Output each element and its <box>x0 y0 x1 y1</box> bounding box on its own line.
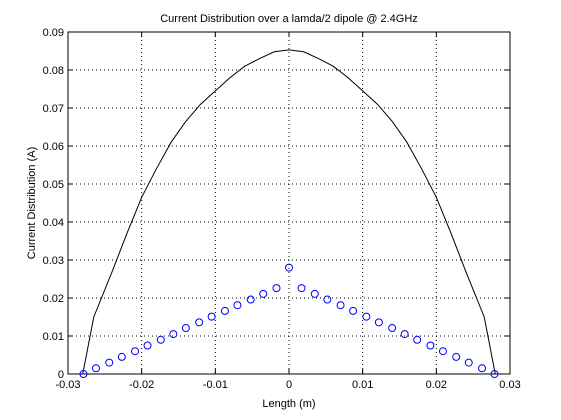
y-tick-label: 0.03 <box>43 255 64 267</box>
data-point <box>233 301 242 310</box>
x-tick-label: 0.02 <box>426 379 447 391</box>
data-point <box>490 370 499 378</box>
data-point <box>79 370 88 378</box>
plot-area <box>68 32 510 374</box>
y-tick-label: 0.04 <box>43 217 64 229</box>
x-tick-label: -0.01 <box>203 379 228 391</box>
data-point <box>195 318 204 327</box>
y-tick-label: 0.06 <box>43 141 64 153</box>
x-tick-label: 0.03 <box>499 379 520 391</box>
data-point <box>438 347 447 356</box>
y-tick-label: 0 <box>58 369 64 381</box>
data-point <box>169 330 178 339</box>
data-point <box>156 335 165 344</box>
data-point <box>181 324 190 333</box>
data-point <box>336 301 345 310</box>
data-point <box>117 352 126 361</box>
axes-box <box>67 31 511 375</box>
chart-title: Current Distribution over a lamda/2 dipo… <box>160 13 418 25</box>
x-axis-label: Length (m) <box>262 398 315 410</box>
data-line <box>82 49 496 375</box>
data-point <box>220 306 229 315</box>
data-point <box>91 364 100 373</box>
data-point <box>413 335 422 344</box>
data-point <box>349 306 358 315</box>
y-tick-label: 0.09 <box>43 27 64 39</box>
data-point <box>362 312 371 321</box>
y-tick-label: 0.01 <box>43 331 64 343</box>
data-point <box>297 284 306 293</box>
data-point <box>272 284 281 293</box>
y-tick-label: 0.08 <box>43 65 64 77</box>
data-point <box>259 289 268 298</box>
data-point <box>323 295 332 304</box>
data-point <box>310 289 319 298</box>
y-tick-label: 0.02 <box>43 293 64 305</box>
y-tick-label: 0.07 <box>43 103 64 115</box>
data-point <box>464 358 473 367</box>
data-point <box>400 330 409 339</box>
data-point <box>452 352 461 361</box>
x-tick-label: 0.01 <box>352 379 373 391</box>
x-tick-label: -0.02 <box>129 379 154 391</box>
data-point <box>478 364 487 373</box>
x-tick-label: 0 <box>286 379 292 391</box>
data-point <box>207 312 216 321</box>
data-point <box>246 295 255 304</box>
data-point <box>143 341 152 350</box>
y-axis-label: Current Distribution (A) <box>26 147 38 259</box>
data-point <box>105 358 114 367</box>
data-point <box>426 341 435 350</box>
x-tick-label: -0.03 <box>55 379 80 391</box>
data-point <box>131 347 140 356</box>
y-tick-label: 0.05 <box>43 179 64 191</box>
data-point <box>388 324 397 333</box>
data-point <box>285 263 293 272</box>
data-point <box>374 318 383 327</box>
